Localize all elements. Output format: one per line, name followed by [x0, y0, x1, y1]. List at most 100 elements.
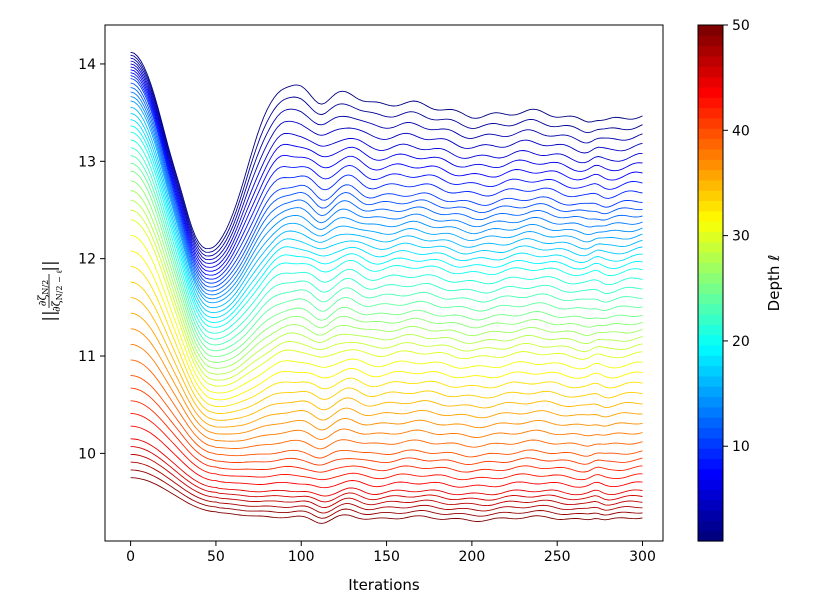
y-tick-label: 14 — [78, 57, 96, 73]
series-line-depth-5 — [130, 63, 643, 264]
series-line-depth-3 — [130, 57, 643, 257]
colorbar-tick-label: 50 — [732, 18, 750, 34]
colorbar-segment — [698, 396, 723, 408]
colorbar-segment — [698, 45, 723, 57]
series-line-depth-21 — [130, 139, 643, 334]
colorbar-tick-label: 20 — [732, 334, 750, 350]
series-line-depth-47 — [130, 453, 643, 508]
series-line-depth-23 — [130, 155, 643, 346]
colorbar-segment — [698, 210, 723, 222]
colorbar-segment — [698, 76, 723, 88]
series-line-depth-41 — [130, 387, 643, 466]
colorbar-segment — [698, 313, 723, 325]
series-line-depth-36 — [130, 312, 643, 428]
colorbar-segment — [698, 66, 723, 78]
y-tick-label: 13 — [78, 154, 96, 170]
series-line-depth-44 — [130, 425, 643, 489]
series-line-depth-32 — [130, 250, 643, 401]
series-line-depth-24 — [130, 162, 643, 352]
series-line-depth-10 — [130, 78, 643, 284]
series-line-depth-34 — [130, 281, 643, 414]
colorbar-segment — [698, 117, 723, 129]
colorbar-segment — [698, 159, 723, 171]
colorbar-segment — [698, 479, 723, 490]
colorbar-segment — [698, 148, 723, 160]
series-line-depth-4 — [130, 60, 643, 261]
colorbar-segment — [698, 55, 723, 67]
colorbar-segment — [698, 499, 723, 511]
series-line-depth-28 — [130, 199, 643, 375]
colorbar-segment — [698, 86, 723, 98]
series-line-depth-46 — [130, 446, 643, 503]
colorbar-segment — [698, 530, 723, 542]
series-line-depth-30 — [130, 219, 643, 387]
colorbar-segment — [698, 97, 723, 109]
colorbar-segment — [698, 417, 723, 429]
x-axis-label: Iterations — [348, 576, 420, 594]
series-line-depth-49 — [130, 469, 643, 519]
series-line-depth-25 — [130, 170, 643, 358]
series-line-depth-17 — [130, 112, 643, 314]
colorbar-tick-label: 30 — [732, 229, 750, 245]
colorbar-segment — [698, 344, 723, 356]
colorbar-segment — [698, 200, 723, 212]
colorbar-segment — [698, 489, 723, 501]
series-line-depth-40 — [130, 375, 643, 459]
colorbar-segment — [698, 324, 723, 336]
colorbar-segment — [698, 252, 723, 263]
series-line-depth-27 — [130, 190, 643, 369]
colorbar-segment — [698, 468, 723, 480]
series-line-depth-39 — [130, 359, 643, 450]
colorbar-segment — [698, 303, 723, 315]
series-line-depth-38 — [130, 343, 643, 442]
colorbar-segment — [698, 221, 723, 232]
series-line-depth-33 — [130, 265, 643, 408]
series-line-depth-19 — [130, 125, 643, 323]
x-tick-label: 300 — [629, 549, 656, 565]
y-tick-label: 10 — [78, 446, 96, 462]
series-line-depth-14 — [130, 96, 643, 300]
x-tick-label: 0 — [126, 549, 135, 565]
series-line-depth-43 — [130, 413, 643, 481]
x-tick-label: 50 — [207, 549, 225, 565]
colorbar-segment — [698, 386, 723, 398]
series-line-depth-42 — [130, 400, 643, 473]
colorbar-label: Depth ℓ — [765, 255, 783, 312]
colorbar-frame — [697, 24, 724, 542]
series-line-depth-9 — [130, 75, 643, 280]
series-line-depth-29 — [130, 209, 643, 381]
colorbar-segment — [698, 169, 723, 181]
series-line-depth-20 — [130, 131, 643, 328]
colorbar-segment — [698, 355, 723, 367]
series-line-depth-6 — [130, 66, 643, 268]
colorbar-segment — [698, 448, 723, 460]
series-line-depth-45 — [130, 438, 643, 497]
series-line-depth-12 — [130, 87, 643, 292]
colorbar-segment — [698, 35, 723, 47]
x-tick-label: 250 — [544, 549, 571, 565]
colorbar-segment — [698, 231, 723, 243]
series-line-depth-48 — [130, 461, 643, 514]
colorbar-segment — [698, 272, 723, 284]
y-axis: 10 11 12 13 14 — [78, 57, 105, 462]
series-line-depth-13 — [130, 91, 643, 296]
x-axis: 0 50 100 150 200 250 300 — [126, 541, 656, 565]
colorbar-segment — [698, 25, 723, 36]
series-line-depth-37 — [130, 328, 643, 435]
colorbar-segment — [698, 334, 723, 346]
series-line-depth-16 — [130, 106, 643, 309]
series-line-depth-50 — [130, 477, 643, 524]
series-layer — [130, 51, 643, 524]
x-tick-label: 200 — [459, 549, 486, 565]
y-label-bar-left: || — [40, 310, 60, 321]
colorbar-tick-label: 40 — [732, 123, 750, 139]
colorbar-segment — [698, 190, 723, 202]
x-tick-label: 150 — [373, 549, 400, 565]
colorbar-segment — [698, 365, 723, 377]
colorbar-segment — [698, 283, 723, 294]
plot-frame — [104, 24, 664, 542]
series-line-depth-15 — [130, 100, 643, 304]
colorbar-segment — [698, 458, 723, 470]
y-axis-label: || ∂ζN/2 ∂ζN/2 − ℓ || — [36, 260, 64, 321]
